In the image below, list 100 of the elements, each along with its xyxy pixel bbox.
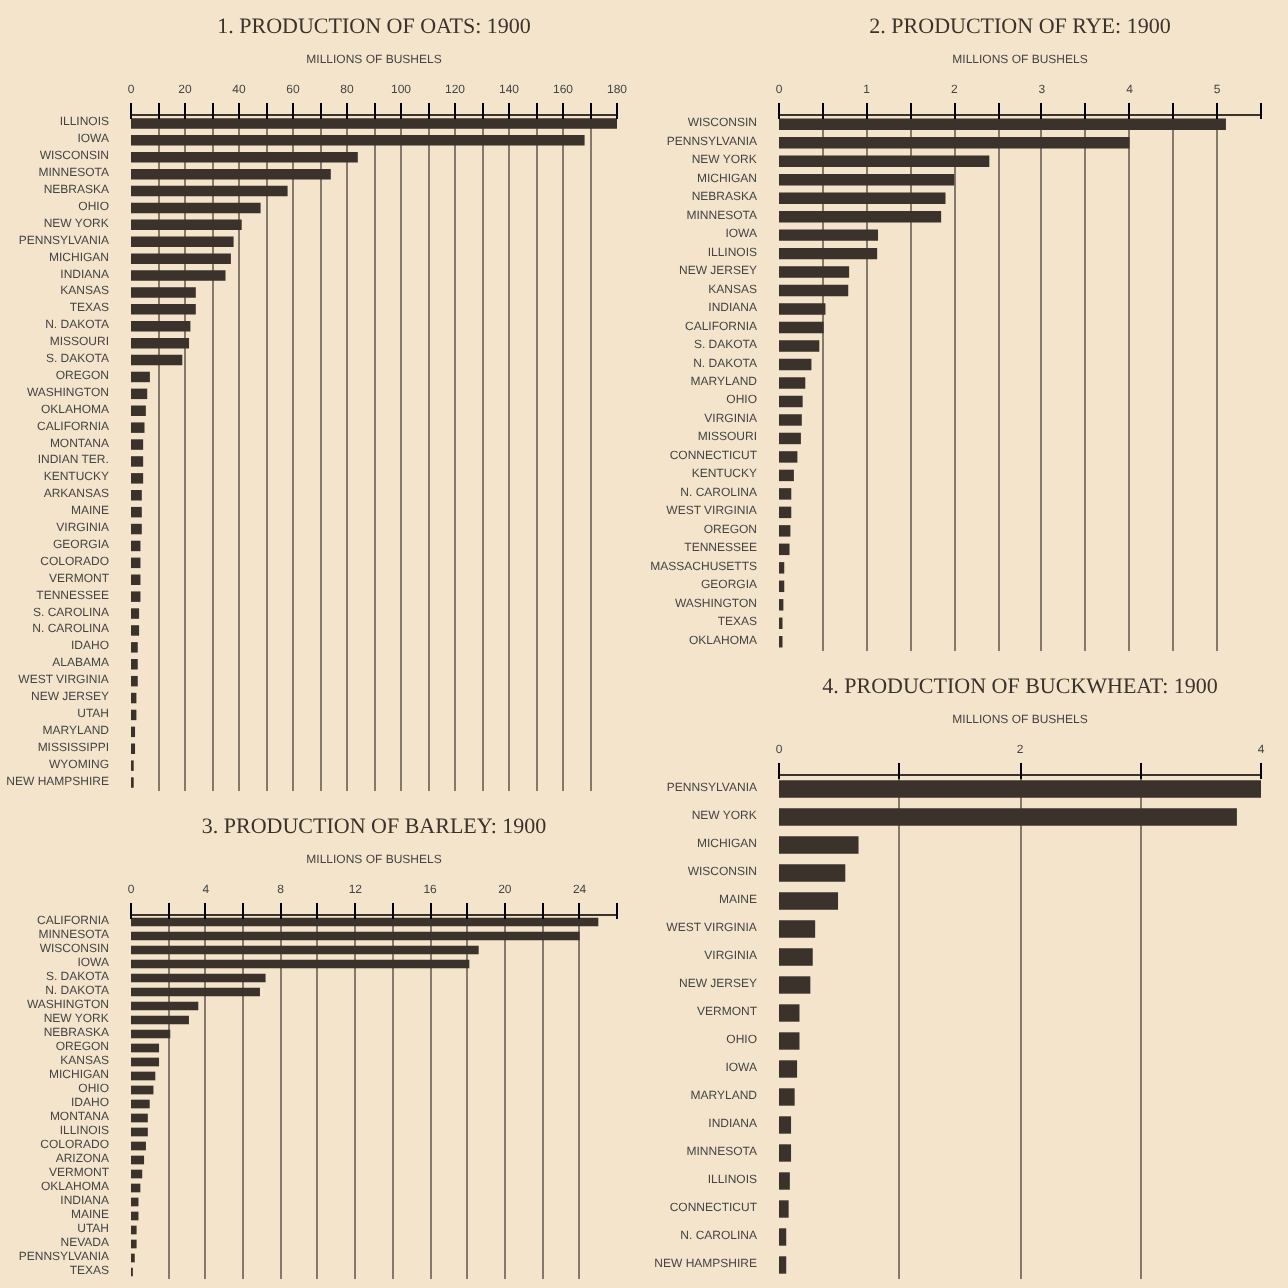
bar (131, 1141, 146, 1151)
bar (779, 836, 859, 854)
bar (131, 1001, 199, 1011)
bar (131, 1225, 137, 1235)
bar (779, 451, 798, 463)
bar (779, 155, 990, 167)
chart-title: 4. PRODUCTION OF BUCKWHEAT: 1900 (822, 675, 1219, 699)
bar (131, 608, 140, 619)
bar (779, 948, 813, 966)
bar (131, 490, 142, 501)
bar (131, 642, 138, 653)
bar (779, 1088, 795, 1106)
bar (131, 973, 266, 983)
bar (779, 266, 850, 278)
bar (131, 422, 145, 433)
bar (779, 1116, 792, 1134)
bar (779, 229, 879, 241)
bar (131, 439, 144, 450)
bar (779, 892, 839, 910)
bar (131, 1029, 171, 1039)
bar (131, 945, 479, 955)
bar (779, 525, 791, 537)
bar (131, 625, 140, 636)
bar (131, 1155, 145, 1165)
bar (131, 659, 138, 670)
bar (131, 523, 142, 535)
bar (779, 1032, 800, 1050)
bar (131, 152, 358, 163)
bar (131, 253, 231, 264)
bar (131, 574, 141, 585)
bar (131, 1169, 143, 1179)
bar (131, 287, 196, 298)
bar (131, 219, 242, 231)
chart-title: 1. PRODUCTION OF OATS: 1900 (217, 15, 532, 39)
bar (779, 562, 785, 574)
bar (131, 371, 150, 383)
bar (779, 469, 794, 482)
bar (779, 1256, 787, 1274)
bar (779, 395, 803, 408)
bar (779, 864, 846, 882)
bar (779, 247, 878, 260)
bar (131, 473, 144, 484)
bar (779, 303, 826, 315)
bar (131, 931, 580, 941)
bar (131, 337, 190, 349)
bar (131, 1113, 148, 1123)
bar (779, 192, 946, 204)
bar (131, 1071, 156, 1081)
bar (779, 506, 792, 519)
bar (131, 388, 148, 400)
bar (779, 1228, 787, 1246)
bar (131, 1043, 160, 1053)
bar (779, 173, 955, 186)
bar (131, 304, 196, 315)
bar (131, 557, 141, 569)
bar (779, 358, 812, 371)
bar (779, 377, 806, 389)
bar (779, 321, 824, 334)
bar (779, 340, 820, 352)
bar (131, 959, 470, 969)
bar (131, 168, 331, 180)
chart-title: 3. PRODUCTION OF BARLEY: 1900 (201, 815, 548, 839)
bar (131, 1085, 154, 1095)
bar (131, 135, 585, 146)
bar (131, 1015, 189, 1025)
bar (131, 1057, 160, 1067)
bar (779, 1200, 789, 1218)
bar (779, 920, 816, 938)
bar (131, 1099, 150, 1109)
bar (131, 540, 141, 552)
bar (131, 456, 144, 467)
bar (131, 236, 234, 247)
bar (779, 432, 801, 445)
bar (131, 321, 191, 332)
bar (779, 543, 790, 556)
bar (779, 414, 802, 426)
bar (779, 284, 849, 297)
bar (131, 354, 183, 366)
bar (779, 136, 1130, 149)
bar (131, 202, 261, 214)
bar (779, 1172, 790, 1190)
bar (131, 405, 146, 416)
bar (779, 1144, 792, 1162)
bar (131, 1127, 148, 1137)
bar (779, 808, 1237, 826)
bar (131, 1239, 137, 1249)
bar (779, 580, 785, 593)
bar (131, 185, 288, 197)
bar (779, 1060, 798, 1078)
bar (131, 506, 142, 518)
bar (131, 591, 141, 602)
bar (131, 987, 260, 997)
chart-title: 2. PRODUCTION OF RYE: 1900 (869, 15, 1172, 39)
bar (779, 976, 811, 994)
bar (131, 675, 138, 687)
bar (779, 780, 1261, 798)
bar (779, 488, 792, 500)
bar (779, 210, 942, 223)
bar (131, 270, 226, 281)
bar (779, 1004, 800, 1022)
